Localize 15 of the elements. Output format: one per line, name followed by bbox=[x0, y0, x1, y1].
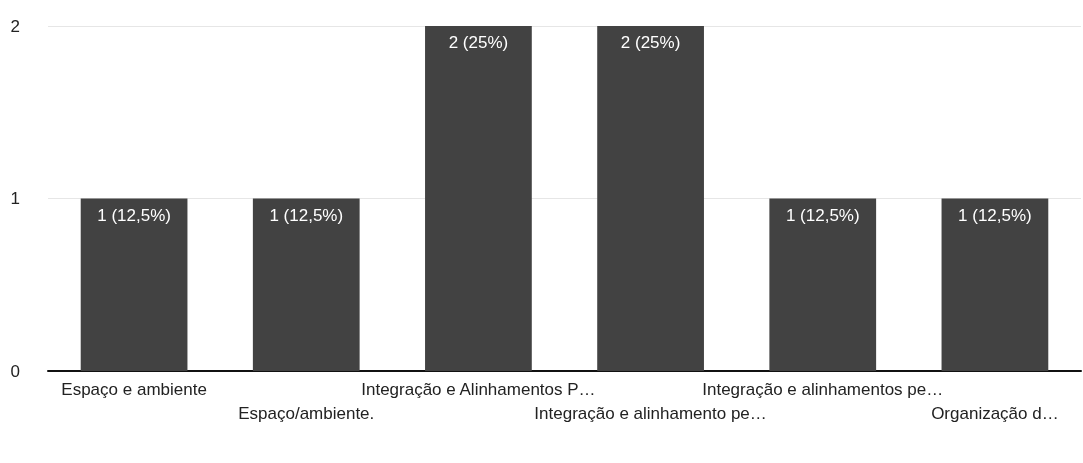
x-tick-label: Integração e alinhamentos pe… bbox=[702, 379, 944, 399]
x-tick-label: Organização d… bbox=[931, 403, 1059, 423]
data-label: 1 (12,5%) bbox=[785, 205, 860, 225]
x-tick-label: Integração e alinhamento pe… bbox=[534, 403, 767, 423]
data-label: 1 (12,5%) bbox=[97, 205, 171, 225]
y-tick-label: 0 bbox=[10, 361, 20, 381]
y-tick-label: 1 bbox=[10, 189, 20, 208]
data-label: 2 (25%) bbox=[448, 33, 509, 52]
y-tick-label: 2 bbox=[10, 16, 20, 36]
data-label: 1 (12,5%) bbox=[958, 205, 1032, 225]
data-label: 1 (12,5%) bbox=[269, 205, 344, 225]
data-label: 2 (25%) bbox=[620, 33, 681, 52]
x-tick-label: Integração e Alinhamentos P… bbox=[361, 379, 596, 399]
x-tick-label: Espaço e ambiente bbox=[61, 379, 207, 399]
x-tick-label: Espaço/ambiente. bbox=[238, 403, 375, 423]
